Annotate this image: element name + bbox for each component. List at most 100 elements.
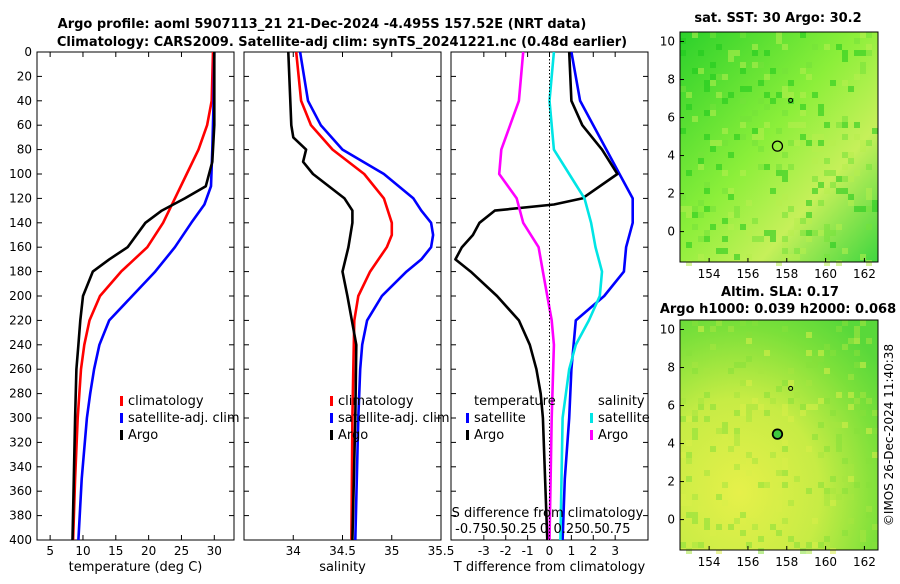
map-cell [860,62,866,68]
map-cell [806,488,812,494]
map-cell [836,260,842,266]
map-cell [752,128,758,134]
legend-swatch [120,396,123,406]
map-cell [728,152,734,158]
map-cell [872,206,878,212]
x-tick-label: 2 [589,544,597,558]
legend-label: satellite-adj. clim [338,411,450,426]
map-cell [722,188,728,194]
map-cell [866,224,872,230]
map-cell [680,38,686,44]
map-cell [758,80,764,86]
map-cell [866,206,872,212]
map-cell [746,200,752,206]
map-cell [710,326,716,332]
map-cell [824,188,830,194]
map-cell [866,50,872,56]
map-cell [734,206,740,212]
map-cell [680,452,686,458]
map-cell [722,74,728,80]
map-cell [728,368,734,374]
map-cell [686,548,692,554]
map-cell [728,194,734,200]
map-cell [698,404,704,410]
map-cell [752,50,758,56]
map-cell [686,512,692,518]
map-cell [860,50,866,56]
map-x-tick-label: 160 [814,267,837,281]
map-cell [836,434,842,440]
secondary-marker [788,385,794,391]
map-cell [698,212,704,218]
map-cell [830,488,836,494]
map-cell [860,68,866,74]
map-cell [782,518,788,524]
map-cell [686,476,692,482]
top-axis-tick-label: 0.75 [602,522,631,537]
map-cell [866,32,872,38]
legend-label: Argo [338,428,368,443]
map-cell [818,140,824,146]
legend-swatch [330,396,333,406]
map-cell [872,128,878,134]
map-cell [806,350,812,356]
map-x-tick-label: 156 [736,555,759,569]
map-cell [746,254,752,260]
map-cell [842,50,848,56]
map-cell [782,170,788,176]
map-cell [692,494,698,500]
map-frame [679,31,879,263]
map-cell [794,224,800,230]
map-cell [836,122,842,128]
argo-marker-filled [772,429,783,440]
map-cell [836,224,842,230]
map-cell [758,98,764,104]
map-cell [710,140,716,146]
map-cell [866,194,872,200]
map-cell [818,482,824,488]
series-line-t-argo [454,51,619,541]
legend-label: Argo [598,428,628,443]
map-cell [854,38,860,44]
map-cell [776,260,782,266]
map-cell [704,206,710,212]
map-cell [746,542,752,548]
map-cell [752,458,758,464]
map-cell [854,122,860,128]
map-y-tick-label: 4 [667,149,675,163]
map-y-tick-label: 8 [667,361,675,375]
map-cell [776,128,782,134]
map-cell [788,164,794,170]
map-cell [800,410,806,416]
map-cell [866,512,872,518]
map-cell [806,548,812,554]
y-tick-label: 360 [9,484,32,498]
map-cell [764,512,770,518]
salinity-panel: 34 34.5 35 35.5 salinity climatology satellite… [243,51,454,575]
map-cell [692,320,698,326]
map-cell [722,434,728,440]
map-cell [782,464,788,470]
map-cell [740,170,746,176]
map-cell [842,176,848,182]
map-cell [680,416,686,422]
map-cell [758,128,764,134]
map-cell [794,392,800,398]
map-cell [788,206,794,212]
map-cell [812,134,818,140]
map-cell [764,74,770,80]
map-cell [842,56,848,62]
map-cell [824,170,830,176]
map-cell [698,254,704,260]
map-cell [788,380,794,386]
x-tick-label: 34 [286,544,301,558]
map-cell [866,338,872,344]
top-axis-tick-label: -0.25 [503,522,537,537]
map-cell [836,188,842,194]
sla-map-subtitle: Argo h1000: 0.039 h2000: 0.068 [660,302,896,317]
map-cell [692,428,698,434]
legend-swatch [590,430,593,440]
map-cell [818,110,824,116]
map-cell [824,500,830,506]
map-cell [860,254,866,260]
